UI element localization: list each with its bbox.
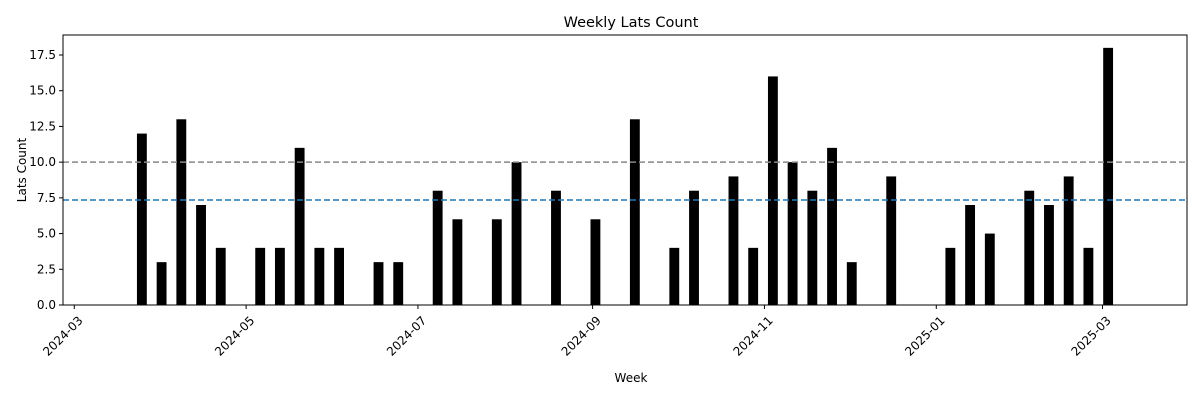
x-axis-label: Week (615, 371, 648, 385)
bar (1063, 176, 1074, 305)
y-tick-label: 5.0 (37, 227, 56, 241)
bar (1083, 247, 1094, 305)
y-axis: 0.0 2.5 5.0 7.5 10.0 12.5 15.0 17.5 (29, 48, 63, 312)
bar (846, 262, 857, 305)
x-tick-label: 2024-11 (730, 313, 775, 358)
bar (551, 190, 561, 305)
bar (136, 133, 147, 305)
bar (393, 262, 404, 305)
y-tick-label: 17.5 (29, 48, 56, 62)
reference-lines (63, 161, 1187, 201)
y-tick-label: 15.0 (29, 84, 56, 98)
bar (373, 262, 384, 305)
y-tick-label: 10.0 (29, 155, 56, 169)
y-tick-label: 12.5 (29, 119, 56, 133)
bars-group (136, 47, 1114, 306)
bar (629, 119, 640, 306)
x-axis: 2024-03 2024-05 2024-07 2024-09 2024-11 2025-… (40, 305, 1114, 359)
bar (669, 247, 680, 305)
bar (196, 205, 206, 305)
bar (945, 247, 956, 305)
bar (452, 219, 463, 305)
y-tick-label: 0.0 (37, 298, 56, 312)
bar (491, 219, 502, 305)
bar (728, 176, 739, 305)
x-tick-label: 2024-09 (559, 313, 604, 358)
bar (1044, 205, 1054, 305)
bar (767, 76, 778, 305)
bar (984, 233, 995, 305)
x-tick-label: 2025-01 (902, 313, 947, 358)
x-tick-label: 2024-03 (40, 313, 85, 358)
bar (156, 262, 167, 305)
bar (255, 247, 266, 305)
bar (314, 247, 325, 305)
bar (787, 162, 798, 305)
bar (748, 247, 759, 305)
bar (511, 162, 522, 305)
bar (827, 147, 837, 305)
x-tick-label: 2024-07 (384, 313, 429, 358)
bar (294, 147, 305, 305)
bar (432, 190, 443, 305)
bar (886, 176, 897, 305)
bar (689, 190, 699, 305)
y-tick-label: 7.5 (37, 191, 56, 205)
bar (215, 247, 226, 305)
x-tick-label: 2025-03 (1068, 313, 1113, 358)
y-tick-label: 2.5 (37, 262, 56, 276)
bar (1024, 190, 1035, 305)
bar (176, 119, 187, 306)
x-tick-label: 2024-05 (212, 313, 257, 358)
bar (965, 205, 976, 305)
bar (274, 247, 285, 305)
bar (807, 190, 818, 305)
plot-frame (62, 34, 1188, 306)
bar (334, 247, 344, 305)
bar (590, 219, 601, 305)
chart-title: Weekly Lats Count (564, 15, 699, 31)
y-axis-label: Lats Count (15, 137, 29, 202)
bar (1103, 47, 1114, 305)
